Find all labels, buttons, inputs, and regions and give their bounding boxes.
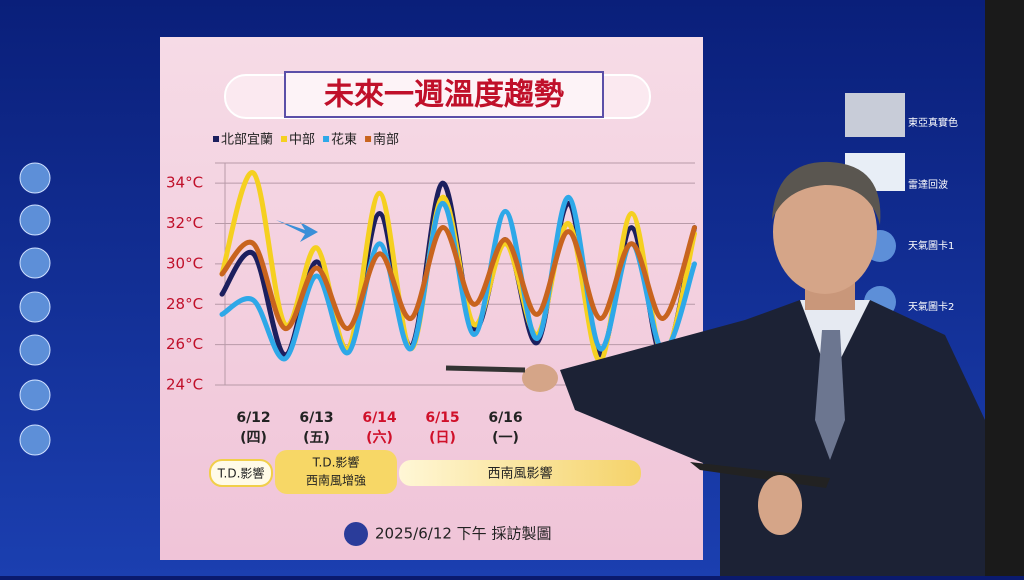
annotation: 西南風影響: [487, 466, 552, 482]
legend-marker: [323, 136, 330, 142]
y-tick-label: 32°C: [166, 214, 203, 232]
y-tick-label: 24°C: [166, 376, 203, 394]
logo: [344, 522, 368, 546]
x-tick-label: 6/16: [488, 410, 522, 426]
title-box: [284, 71, 604, 118]
sidebar-label[interactable]: 雷達回波: [908, 178, 948, 191]
button[interactable]: [19, 334, 51, 366]
footer: 2025/6/12 下午 採訪製圖: [375, 525, 551, 543]
hair: [772, 161, 881, 225]
annotation-pill: [275, 450, 397, 494]
hand: [522, 364, 558, 392]
y-tick-label: 30°C: [166, 254, 203, 272]
button[interactable]: [19, 247, 51, 279]
annotation: 西南風增強: [306, 473, 366, 488]
legend-label: 南部: [373, 132, 399, 148]
legend-marker: [213, 136, 219, 142]
button[interactable]: [19, 291, 51, 323]
left-buttons: [19, 162, 51, 456]
x-tick-sublabel: (四): [240, 430, 267, 446]
legend-marker: [281, 136, 288, 142]
legend-label: 北部宜蘭: [221, 132, 273, 148]
button[interactable]: [19, 379, 51, 411]
tie: [815, 330, 845, 460]
thumbnail[interactable]: [845, 93, 905, 137]
annotation: T.D.影響: [312, 455, 360, 470]
tablet: [690, 462, 830, 488]
y-tick-label: 26°C: [166, 335, 203, 353]
x-tick-label: 6/14: [362, 410, 397, 426]
chart-title: 未來一週溫度趨勢: [324, 78, 564, 113]
x-tick-sublabel: (五): [303, 430, 330, 446]
x-tick-label: 6/12: [236, 410, 270, 426]
y-tick-label: 28°C: [166, 295, 203, 313]
sidebar-label[interactable]: 天氣圖卡2: [908, 300, 954, 313]
y-tick-label: 34°C: [166, 174, 203, 192]
button[interactable]: [19, 162, 51, 194]
legend-marker: [365, 136, 372, 142]
x-tick-sublabel: (日): [429, 430, 456, 446]
suit: [560, 300, 985, 576]
annotation-pill: [209, 459, 273, 487]
x-tick-sublabel: (一): [492, 430, 519, 446]
annotation-pill: [399, 460, 641, 486]
annotation: T.D.影響: [217, 466, 265, 481]
hand: [758, 475, 802, 535]
x-tick-sublabel: (六): [366, 429, 393, 446]
head: [773, 170, 877, 294]
x-tick-label: 6/15: [425, 410, 459, 426]
presenter: [445, 161, 985, 576]
x-tick-label: 6/13: [299, 410, 333, 426]
legend-label: 中部: [289, 133, 315, 148]
series-line: [219, 194, 697, 362]
series-line: [219, 225, 697, 331]
pointer: [445, 365, 526, 373]
button[interactable]: [19, 204, 51, 236]
arrow: [276, 220, 318, 242]
legend-label: 花東: [331, 132, 357, 148]
sidebar-label[interactable]: 天氣圖卡1: [908, 239, 954, 252]
frame-edge: [985, 0, 1024, 576]
sidebar-label[interactable]: 東亞真實色: [908, 116, 958, 129]
button[interactable]: [19, 424, 51, 456]
